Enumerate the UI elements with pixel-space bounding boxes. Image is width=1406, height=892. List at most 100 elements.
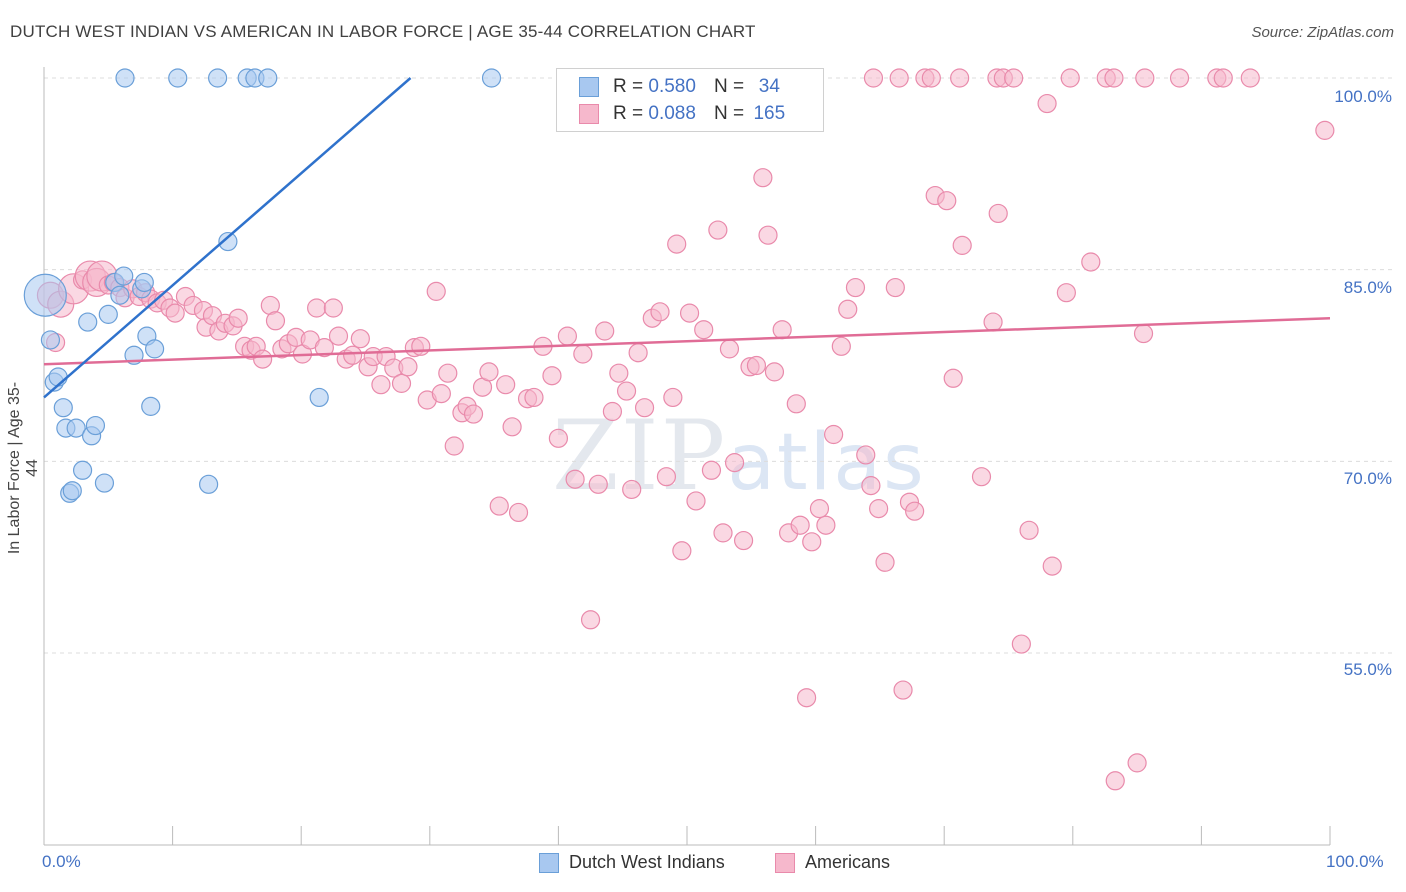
y-tick-label-100: 100.0% bbox=[1334, 87, 1392, 106]
americans-point bbox=[1060, 68, 1080, 88]
americans-point bbox=[758, 225, 778, 245]
dutch-west-indians-trend-line bbox=[43, 77, 412, 399]
americans-point bbox=[764, 362, 785, 382]
dutch-west-indians-point bbox=[208, 68, 228, 88]
americans-point bbox=[588, 474, 608, 494]
americans-point bbox=[426, 281, 446, 301]
americans-point bbox=[988, 203, 1008, 224]
americans-point bbox=[838, 299, 858, 319]
americans-point bbox=[889, 68, 909, 88]
dutch-west-indians-point bbox=[94, 473, 115, 493]
legend-row-dutch: R = 0.580 N = 34 bbox=[579, 75, 789, 99]
americans-point bbox=[679, 303, 700, 323]
source-label: Source: ZipAtlas.com bbox=[1251, 24, 1394, 41]
legend-row-americans: R = 0.088 N = 165 bbox=[579, 102, 789, 126]
x-tick-label-max: 100.0% bbox=[1326, 852, 1384, 871]
americans-point bbox=[391, 373, 412, 393]
americans-point bbox=[983, 312, 1003, 332]
americans-point bbox=[580, 610, 601, 630]
legend-n-label: N = bbox=[713, 76, 745, 97]
dutch-west-indians-point bbox=[144, 339, 165, 359]
americans-point bbox=[557, 326, 578, 346]
americans-point bbox=[502, 417, 522, 437]
grid-lines bbox=[44, 77, 1395, 654]
americans-point bbox=[824, 424, 844, 445]
americans-point bbox=[885, 277, 905, 298]
dutch-west-indians-point bbox=[66, 418, 86, 438]
americans-point bbox=[1135, 68, 1155, 88]
legend-r-label: R = bbox=[613, 76, 644, 97]
y-tick-label-85: 85.0% bbox=[1343, 278, 1392, 297]
y-tick-label-55: 55.0% bbox=[1343, 660, 1392, 679]
americans-point bbox=[253, 349, 273, 369]
dutch-west-indians-point bbox=[114, 266, 134, 286]
legend-swatch-pink bbox=[579, 104, 599, 124]
americans-point bbox=[672, 541, 692, 561]
americans-point bbox=[228, 308, 248, 328]
americans-point bbox=[314, 338, 334, 358]
y-tick-label-70: 70.0% bbox=[1343, 469, 1392, 488]
americans-point bbox=[893, 680, 913, 700]
americans-point bbox=[809, 499, 830, 519]
legend-item-dutch-west-indians[interactable]: Dutch West Indians bbox=[539, 852, 725, 873]
americans-point bbox=[265, 311, 286, 331]
americans-point bbox=[724, 453, 745, 473]
legend-n-value-americans: 165 bbox=[753, 103, 786, 124]
americans-point bbox=[746, 355, 767, 376]
dutch-west-indians-point bbox=[72, 460, 93, 480]
dutch-west-indians-point bbox=[78, 312, 98, 332]
americans-point bbox=[869, 499, 889, 519]
americans-point bbox=[650, 302, 670, 322]
americans-point bbox=[628, 343, 648, 363]
americans-point bbox=[1056, 283, 1076, 303]
dutch-west-indians-point bbox=[309, 387, 329, 408]
americans-point bbox=[609, 363, 629, 383]
dutch-west-indians-point bbox=[481, 68, 502, 88]
americans-point bbox=[398, 357, 418, 377]
americans-point bbox=[656, 467, 677, 487]
americans-point bbox=[802, 532, 822, 552]
dutch-west-indians-point bbox=[258, 68, 278, 88]
americans-point bbox=[307, 298, 327, 318]
legend-swatch-pink bbox=[775, 852, 795, 873]
americans-point bbox=[411, 336, 431, 356]
legend-n-value-dutch: 34 bbox=[758, 76, 780, 97]
americans-point bbox=[796, 688, 817, 708]
americans-point bbox=[753, 168, 773, 188]
legend-r-value-dutch: 0.580 bbox=[648, 76, 696, 97]
americans-point bbox=[1315, 120, 1335, 140]
americans-point bbox=[861, 476, 881, 496]
americans-point bbox=[694, 320, 714, 340]
dutch-west-indians-point bbox=[168, 68, 188, 88]
chart-title: DUTCH WEST INDIAN VS AMERICAN IN LABOR F… bbox=[10, 22, 756, 41]
dutch-west-indians-point bbox=[85, 415, 106, 436]
americans-point bbox=[438, 363, 458, 383]
dutch-west-indians-point bbox=[115, 68, 135, 88]
axes bbox=[43, 67, 1331, 846]
americans-point bbox=[863, 68, 884, 88]
americans-point bbox=[1240, 68, 1260, 88]
legend-item-americans[interactable]: Americans bbox=[775, 852, 890, 873]
americans-point bbox=[1011, 634, 1031, 654]
dutch-west-indians-points bbox=[23, 68, 502, 503]
americans-point bbox=[542, 366, 562, 386]
americans-point bbox=[772, 320, 792, 340]
americans-point bbox=[343, 345, 363, 365]
americans-point bbox=[831, 336, 851, 356]
americans-point bbox=[622, 479, 642, 500]
americans-point bbox=[444, 436, 464, 456]
americans-point bbox=[323, 298, 343, 318]
dutch-west-indians-point bbox=[98, 304, 118, 324]
americans-point bbox=[165, 303, 185, 323]
americans-point bbox=[431, 384, 451, 404]
dutch-west-indians-point bbox=[141, 396, 161, 416]
americans-point bbox=[1042, 556, 1062, 576]
americans-point bbox=[921, 68, 941, 88]
dutch-west-indians-point bbox=[40, 330, 61, 350]
americans-point bbox=[686, 491, 706, 511]
americans-point bbox=[573, 344, 593, 364]
americans-point bbox=[733, 530, 754, 551]
stats-legend: R = 0.580 N = 34 R = 0.088 N = 165 bbox=[556, 68, 824, 132]
americans-point bbox=[943, 368, 963, 388]
